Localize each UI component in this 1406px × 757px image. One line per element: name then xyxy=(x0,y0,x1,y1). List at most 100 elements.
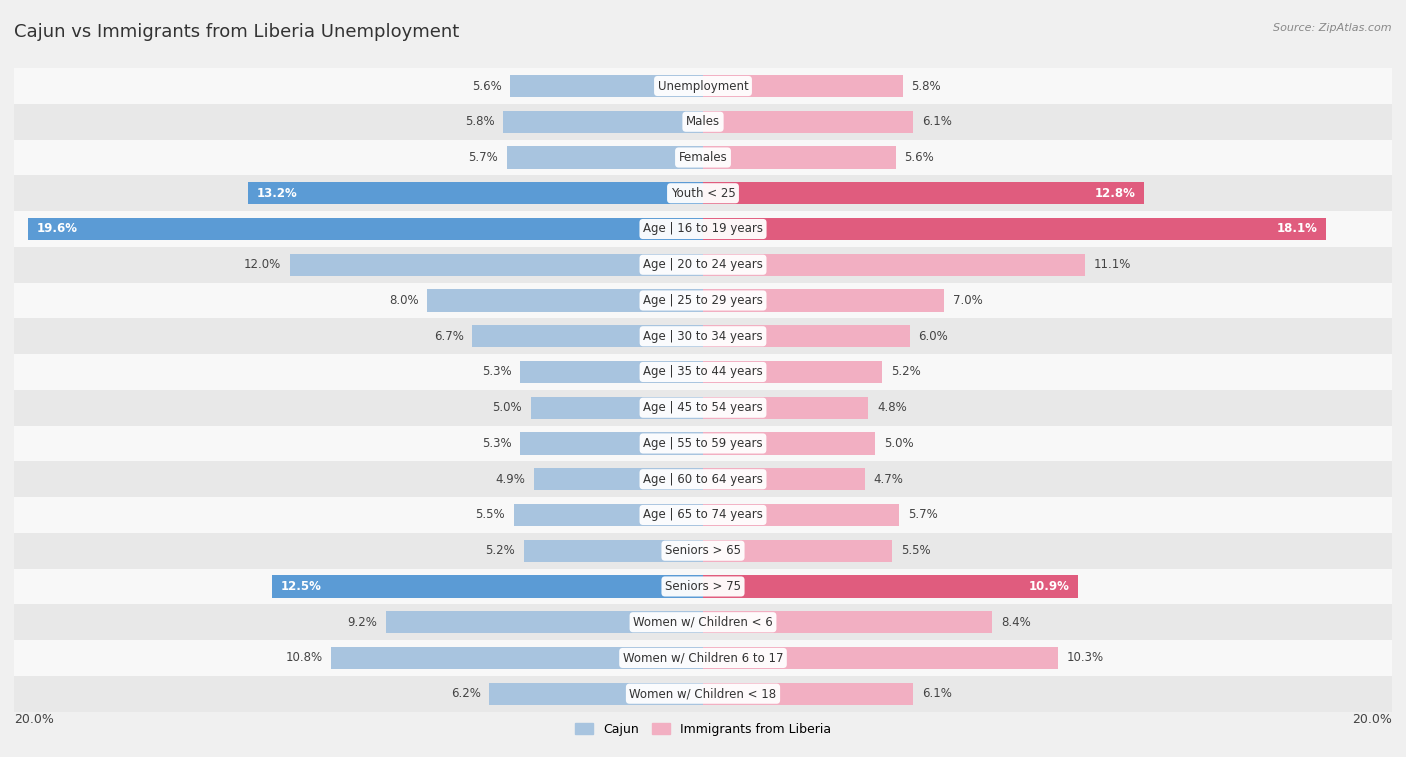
Text: Males: Males xyxy=(686,115,720,128)
Bar xyxy=(534,468,703,491)
Text: 5.2%: 5.2% xyxy=(891,366,921,378)
Text: 8.0%: 8.0% xyxy=(389,294,419,307)
Legend: Cajun, Immigrants from Liberia: Cajun, Immigrants from Liberia xyxy=(569,718,837,740)
Bar xyxy=(703,611,993,634)
Bar xyxy=(14,176,1392,211)
Bar xyxy=(14,354,1392,390)
Text: 10.3%: 10.3% xyxy=(1066,652,1104,665)
Bar xyxy=(14,104,1392,139)
Text: 4.9%: 4.9% xyxy=(496,472,526,486)
Text: 19.6%: 19.6% xyxy=(37,223,77,235)
Bar xyxy=(703,326,910,347)
Bar xyxy=(290,254,703,276)
Text: Women w/ Children < 6: Women w/ Children < 6 xyxy=(633,615,773,629)
Text: Source: ZipAtlas.com: Source: ZipAtlas.com xyxy=(1274,23,1392,33)
Bar xyxy=(703,647,1057,669)
Bar xyxy=(14,319,1392,354)
Bar xyxy=(14,211,1392,247)
Text: 12.5%: 12.5% xyxy=(281,580,322,593)
Bar xyxy=(249,182,703,204)
Bar xyxy=(472,326,703,347)
Text: 5.6%: 5.6% xyxy=(472,79,502,92)
Bar xyxy=(703,182,1144,204)
Bar xyxy=(703,361,882,383)
Bar xyxy=(14,604,1392,640)
Text: 18.1%: 18.1% xyxy=(1277,223,1317,235)
Text: 7.0%: 7.0% xyxy=(953,294,983,307)
Text: Seniors > 65: Seniors > 65 xyxy=(665,544,741,557)
Bar xyxy=(703,468,865,491)
Bar xyxy=(489,683,703,705)
Text: Women w/ Children 6 to 17: Women w/ Children 6 to 17 xyxy=(623,652,783,665)
Bar xyxy=(387,611,703,634)
Text: Age | 65 to 74 years: Age | 65 to 74 years xyxy=(643,509,763,522)
Bar xyxy=(703,146,896,169)
Text: 10.9%: 10.9% xyxy=(1029,580,1070,593)
Text: 6.0%: 6.0% xyxy=(918,330,948,343)
Text: 5.8%: 5.8% xyxy=(911,79,941,92)
Text: Age | 35 to 44 years: Age | 35 to 44 years xyxy=(643,366,763,378)
Text: 5.0%: 5.0% xyxy=(884,437,914,450)
Text: 5.5%: 5.5% xyxy=(475,509,505,522)
Text: 13.2%: 13.2% xyxy=(257,187,298,200)
Bar xyxy=(14,247,1392,282)
Text: 5.8%: 5.8% xyxy=(465,115,495,128)
Bar xyxy=(14,139,1392,176)
Text: Age | 16 to 19 years: Age | 16 to 19 years xyxy=(643,223,763,235)
Text: 12.0%: 12.0% xyxy=(243,258,281,271)
Bar xyxy=(703,432,875,454)
Bar xyxy=(14,676,1392,712)
Bar xyxy=(14,282,1392,319)
Bar xyxy=(273,575,703,597)
Bar xyxy=(703,683,912,705)
Bar xyxy=(703,254,1085,276)
Bar xyxy=(14,425,1392,461)
Text: 5.0%: 5.0% xyxy=(492,401,522,414)
Text: Age | 20 to 24 years: Age | 20 to 24 years xyxy=(643,258,763,271)
Text: 5.7%: 5.7% xyxy=(468,151,498,164)
Text: Youth < 25: Youth < 25 xyxy=(671,187,735,200)
Bar xyxy=(703,75,903,97)
Text: 5.7%: 5.7% xyxy=(908,509,938,522)
Bar xyxy=(14,497,1392,533)
Bar xyxy=(14,461,1392,497)
Text: 5.3%: 5.3% xyxy=(482,366,512,378)
Bar xyxy=(703,289,945,312)
Bar xyxy=(703,218,1326,240)
Bar xyxy=(524,540,703,562)
Bar xyxy=(28,218,703,240)
Bar xyxy=(14,390,1392,425)
Text: Age | 25 to 29 years: Age | 25 to 29 years xyxy=(643,294,763,307)
Text: 6.7%: 6.7% xyxy=(433,330,464,343)
Bar xyxy=(703,397,869,419)
Text: 4.7%: 4.7% xyxy=(873,472,904,486)
Text: Seniors > 75: Seniors > 75 xyxy=(665,580,741,593)
Bar xyxy=(703,575,1078,597)
Bar xyxy=(14,640,1392,676)
Bar xyxy=(330,647,703,669)
Bar xyxy=(703,540,893,562)
Text: 20.0%: 20.0% xyxy=(1353,713,1392,727)
Text: 20.0%: 20.0% xyxy=(14,713,53,727)
Bar xyxy=(427,289,703,312)
Text: Age | 30 to 34 years: Age | 30 to 34 years xyxy=(643,330,763,343)
Text: 4.8%: 4.8% xyxy=(877,401,907,414)
Text: Age | 60 to 64 years: Age | 60 to 64 years xyxy=(643,472,763,486)
Text: 12.8%: 12.8% xyxy=(1094,187,1135,200)
Text: Women w/ Children < 18: Women w/ Children < 18 xyxy=(630,687,776,700)
Bar xyxy=(520,361,703,383)
Text: Unemployment: Unemployment xyxy=(658,79,748,92)
Text: Age | 55 to 59 years: Age | 55 to 59 years xyxy=(643,437,763,450)
Text: 9.2%: 9.2% xyxy=(347,615,377,629)
Bar xyxy=(506,146,703,169)
Text: 6.1%: 6.1% xyxy=(922,115,952,128)
Bar xyxy=(510,75,703,97)
Bar xyxy=(520,432,703,454)
Text: 8.4%: 8.4% xyxy=(1001,615,1031,629)
Text: 10.8%: 10.8% xyxy=(285,652,322,665)
Text: Females: Females xyxy=(679,151,727,164)
Bar xyxy=(14,569,1392,604)
Bar xyxy=(703,504,900,526)
Text: 5.5%: 5.5% xyxy=(901,544,931,557)
Text: 6.1%: 6.1% xyxy=(922,687,952,700)
